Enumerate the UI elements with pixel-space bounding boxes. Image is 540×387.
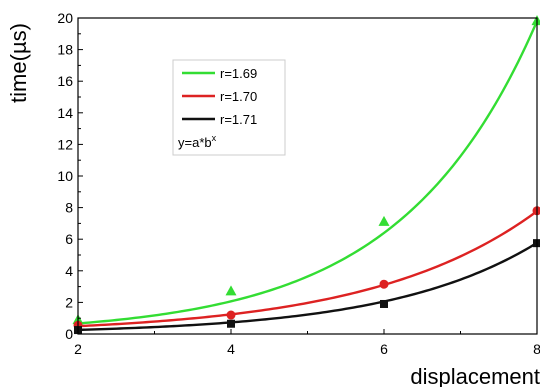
legend-equation: y=a*bx [178,133,217,150]
y-tick-label: 14 [57,105,73,121]
x-tick-label: 6 [380,341,388,357]
x-axis-title: displacement [410,364,540,387]
data-point-triangle [378,215,390,226]
y-tick-label: 18 [57,42,73,58]
y-tick-label: 16 [57,73,73,89]
y-axis-title: time(µs) [6,23,31,103]
y-tick-label: 10 [57,168,73,184]
y-tick-label: 20 [57,10,73,26]
legend-label: r=1.70 [220,89,257,104]
x-tick-label: 8 [533,341,540,357]
data-point-square [227,319,235,328]
data-point-circle [532,206,540,216]
plot-frame [77,17,538,335]
data-point-circle [379,279,389,289]
x-tick-label: 4 [227,341,235,357]
series-fit-curve [77,20,539,325]
series-fit-curve [77,210,538,328]
y-tick-label: 12 [57,136,73,152]
legend-label: r=1.69 [220,66,257,81]
legend-label: r=1.71 [220,112,257,127]
y-tick-label: 8 [65,200,73,216]
data-point-circle [226,310,236,320]
legend: r=1.69 r=1.70 r=1.71y=a*bx [172,59,286,156]
legend-box [172,59,286,156]
series-fit-curve [77,241,538,332]
plot-area [72,15,540,335]
legend-equation-exponent: x [212,133,217,143]
data-point-triangle [531,15,540,26]
data-point-triangle [225,285,237,296]
y-tick-label: 6 [65,231,73,247]
data-point-square [380,299,388,308]
y-tick-label: 0 [65,326,73,342]
y-tick-label: 4 [65,263,73,279]
y-tick-label: 2 [65,294,73,310]
x-tick-label: 2 [74,341,82,357]
